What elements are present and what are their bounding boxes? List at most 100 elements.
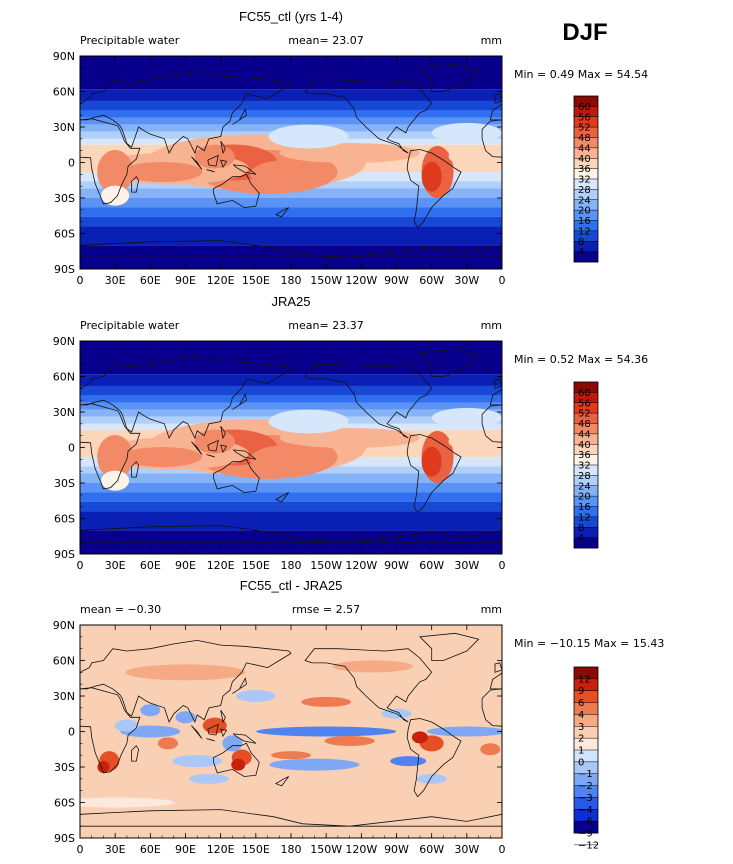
y-tick-label: 90S [54, 548, 75, 561]
colorbar-label: 9 [578, 686, 584, 697]
field-blob [101, 185, 130, 206]
x-tick-label: 120E [207, 843, 235, 856]
colorbar-swatch [574, 241, 598, 252]
colorbar-swatch [574, 444, 598, 455]
y-tick-label: 90N [53, 619, 75, 632]
panel-center-label: mean= 23.37 [288, 319, 363, 332]
panel-title: FC55_ctl (yrs 1-4) [239, 9, 343, 24]
field-band [80, 501, 502, 512]
panel-units: mm [481, 319, 502, 332]
field-band [80, 89, 502, 101]
field-blob [231, 758, 246, 771]
coastline [349, 529, 502, 543]
colorbar-label: 20 [578, 492, 591, 503]
field-blob [188, 773, 229, 784]
colorbar-swatch [574, 475, 598, 487]
map-area: 0 30E 60E 90E 120E 150E 180 150W 120W 90W 60W 30W 09… [0, 50, 506, 287]
colorbar-swatch [574, 230, 598, 242]
coastline [232, 733, 257, 744]
coastline [220, 159, 228, 169]
coastline [494, 378, 502, 389]
colorbar-swatch [574, 402, 598, 414]
y-tick-label: 90S [54, 832, 75, 845]
field-band [80, 473, 502, 483]
coastline [0, 150, 39, 228]
coastline [0, 349, 57, 376]
coastline [0, 435, 39, 513]
coastline [489, 103, 502, 121]
colorbar-swatch [574, 106, 598, 118]
coastline [489, 388, 502, 406]
colorbar-label: 44 [578, 429, 591, 440]
coastline [80, 687, 141, 774]
field-blob [157, 737, 178, 750]
colorbar-label: 0 [578, 757, 584, 768]
colorbar-label: 60 [578, 102, 591, 113]
panel-center-label: rmse = 2.57 [292, 603, 360, 616]
coastline [220, 709, 226, 724]
x-tick-label: 90W [384, 843, 409, 856]
colorbar-swatch [574, 158, 598, 169]
coastline [80, 355, 292, 440]
map-clip [0, 56, 502, 269]
colorbar-swatch [574, 809, 598, 822]
field-band [80, 483, 502, 493]
x-tick-label: 60W [419, 274, 444, 287]
coastline [220, 728, 228, 738]
field-band [80, 117, 502, 125]
x-tick-label: 30E [105, 559, 126, 572]
x-tick-label: 30W [454, 559, 479, 572]
colorbar-swatch [574, 496, 598, 507]
panel-left-label: Precipitable water [80, 34, 180, 47]
colorbar-label: 12 [578, 512, 591, 523]
field-blob [122, 446, 203, 467]
x-tick-label: 90E [175, 274, 196, 287]
x-tick-label: 120E [207, 274, 235, 287]
x-tick-label: 120W [345, 843, 377, 856]
coastline [206, 454, 215, 458]
coastline [80, 70, 292, 155]
coastline [232, 164, 257, 175]
coastline [213, 173, 260, 208]
field-band [80, 226, 502, 246]
x-tick-label: 0 [77, 843, 84, 856]
coastline [0, 365, 10, 438]
field-band [80, 207, 502, 217]
x-tick-label: 0 [77, 559, 84, 572]
field-band [80, 511, 502, 531]
colorbar-label: 3 [578, 722, 584, 733]
field-band [80, 110, 502, 118]
colorbar-swatch [574, 382, 598, 393]
y-tick-label: 30S [54, 477, 75, 490]
x-tick-label: 150W [310, 274, 342, 287]
field-blob [333, 660, 414, 673]
field-blob [268, 409, 349, 434]
x-tick-label: 90E [175, 843, 196, 856]
colorbar-swatch [574, 251, 598, 263]
colorbar-swatch [574, 714, 598, 727]
panel-units: mm [481, 34, 502, 47]
colorbar-label: 20 [578, 206, 591, 217]
field-blob [97, 434, 134, 479]
colorbar-swatch [574, 773, 598, 786]
x-tick-label: 60E [140, 559, 161, 572]
coastline [0, 649, 10, 722]
colorbar-swatch [574, 392, 598, 404]
colorbar-label: −3 [578, 793, 593, 804]
field-blob [271, 751, 311, 760]
colorbar-label: −6 [578, 817, 593, 828]
colorbar-swatch [574, 667, 598, 680]
coastline [304, 364, 433, 439]
coastline [274, 492, 290, 503]
colorbar-swatch [574, 785, 598, 798]
coastline [274, 207, 290, 218]
colorbar-label: 4 [578, 247, 584, 258]
y-tick-label: 30S [54, 192, 75, 205]
field-blob [448, 431, 502, 452]
coastline [419, 348, 480, 377]
colorbar-swatch [574, 690, 598, 703]
colorbar-swatch [574, 485, 598, 497]
coastline [0, 64, 57, 91]
